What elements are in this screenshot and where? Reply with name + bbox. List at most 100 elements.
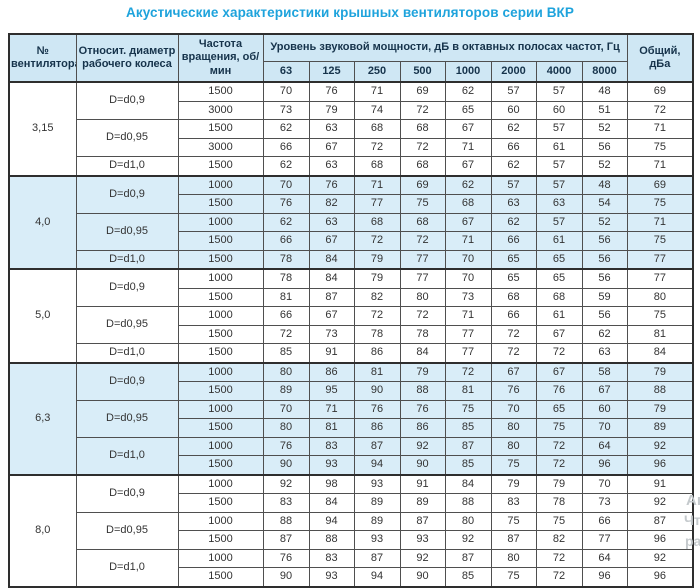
total-dba-cell: 75 xyxy=(626,137,694,157)
level-cell-63hz: 78 xyxy=(262,249,310,270)
level-cell-8000hz: 62 xyxy=(581,324,628,344)
table-row: D=d1,0 1000 76 83 87 92 87 80 72 64 92 xyxy=(9,548,694,587)
level-cell-63hz: 78 xyxy=(262,268,310,289)
level-cell-63hz: 76 xyxy=(262,194,310,214)
level-cell-125hz: 84 xyxy=(308,493,355,513)
level-cell-4000hz: 60 xyxy=(535,100,583,120)
level-cell-250hz: 77 xyxy=(353,194,401,214)
level-cell-8000hz: 66 xyxy=(581,511,628,531)
level-cell-2000hz: 75 xyxy=(490,511,537,531)
diameter-cell: D=d0,9 xyxy=(75,174,179,214)
total-dba-cell: 71 xyxy=(626,156,694,176)
table-header: № вентилятора Относит. диаметр рабочего … xyxy=(8,33,694,83)
level-cell-2000hz: 66 xyxy=(490,137,537,157)
total-dba-cell: 96 xyxy=(626,530,694,550)
level-cell-500hz: 79 xyxy=(399,361,446,382)
total-dba-cell: 79 xyxy=(626,399,694,419)
level-cell-4000hz: 68 xyxy=(535,287,583,307)
level-cell-4000hz: 72 xyxy=(535,343,583,363)
level-cell-1000hz: 70 xyxy=(444,268,492,289)
rpm-cell: 1500 xyxy=(177,343,264,363)
level-cell-500hz: 88 xyxy=(399,381,446,401)
level-cell-125hz: 84 xyxy=(308,249,355,270)
diameter-cell: D=d0,95 xyxy=(75,212,179,251)
level-cell-500hz: 76 xyxy=(399,399,446,419)
fan-number-cell: 4,0 xyxy=(8,174,77,270)
table-row: 1500 87 88 93 93 92 87 82 77 96 xyxy=(9,530,694,550)
table-row: 1500 89 95 90 88 81 76 76 67 88 xyxy=(9,381,694,401)
level-cell-63hz: 72 xyxy=(262,324,310,344)
level-cell-125hz: 67 xyxy=(308,306,355,326)
level-cell-8000hz: 56 xyxy=(581,231,628,251)
level-cell-63hz: 76 xyxy=(262,436,310,456)
level-cell-63hz: 62 xyxy=(262,212,310,232)
header-freq-63: 63 xyxy=(262,61,310,83)
total-dba-cell: 92 xyxy=(626,493,694,513)
level-cell-63hz: 89 xyxy=(262,381,310,401)
table-row: 8,0 D=d0,9 1000 92 98 93 91 84 79 79 70 91 xyxy=(8,473,694,587)
rpm-cell: 1500 xyxy=(177,381,264,401)
level-cell-125hz: 83 xyxy=(308,436,355,456)
level-cell-500hz: 87 xyxy=(399,511,446,531)
level-cell-500hz: 69 xyxy=(399,81,446,102)
level-cell-63hz: 90 xyxy=(262,567,310,587)
header-freq-4000: 4000 xyxy=(535,61,583,83)
level-cell-1000hz: 72 xyxy=(444,361,492,382)
level-cell-250hz: 86 xyxy=(353,343,401,363)
level-cell-63hz: 83 xyxy=(262,493,310,513)
level-cell-4000hz: 61 xyxy=(535,306,583,326)
acoustic-table-body: 3,15 D=d0,9 1500 70 76 71 69 62 57 57 48 69 3000 73 79… xyxy=(8,81,694,587)
level-cell-125hz: 63 xyxy=(308,156,355,176)
level-cell-4000hz: 72 xyxy=(535,567,583,587)
level-cell-63hz: 90 xyxy=(262,455,310,475)
rpm-cell: 1000 xyxy=(177,212,264,232)
table-row: 3000 73 79 74 72 65 60 60 51 72 xyxy=(9,100,694,120)
level-cell-250hz: 76 xyxy=(353,399,401,419)
total-dba-cell: 77 xyxy=(626,249,694,270)
total-dba-cell: 88 xyxy=(626,381,694,401)
level-cell-250hz: 71 xyxy=(353,81,401,102)
level-cell-8000hz: 70 xyxy=(581,418,628,438)
level-cell-8000hz: 48 xyxy=(581,81,628,102)
table-row: D=d1,0 1500 85 91 86 84 77 72 72 63 84 xyxy=(9,343,694,363)
fan-number-cell: 8,0 xyxy=(8,473,77,587)
rpm-cell: 1000 xyxy=(177,473,264,494)
rpm-cell: 1000 xyxy=(177,399,264,419)
diameter-cell: D=d0,9 xyxy=(75,473,179,513)
total-dba-cell: 96 xyxy=(626,455,694,475)
page-title: Акустические характеристики крышных вент… xyxy=(125,5,574,20)
total-dba-cell: 69 xyxy=(626,174,694,195)
level-cell-63hz: 66 xyxy=(262,306,310,326)
level-cell-500hz: 69 xyxy=(399,174,446,195)
rpm-cell: 1000 xyxy=(177,306,264,326)
header-freq-250: 250 xyxy=(353,61,401,83)
level-cell-500hz: 92 xyxy=(399,548,446,568)
level-cell-125hz: 82 xyxy=(308,194,355,214)
level-cell-250hz: 86 xyxy=(353,418,401,438)
header-fan-no: № вентилятора xyxy=(8,33,77,83)
rpm-cell: 3000 xyxy=(177,100,264,120)
level-cell-63hz: 62 xyxy=(262,156,310,176)
level-cell-63hz: 62 xyxy=(262,119,310,139)
level-cell-63hz: 76 xyxy=(262,548,310,568)
level-cell-125hz: 73 xyxy=(308,324,355,344)
diameter-cell: D=d0,9 xyxy=(75,268,179,307)
level-cell-2000hz: 63 xyxy=(490,194,537,214)
level-cell-4000hz: 82 xyxy=(535,530,583,550)
header-row-frequencies: 63 125 250 500 1000 2000 4000 8000 xyxy=(9,61,693,83)
table-row: 1500 90 93 94 90 85 75 72 96 96 xyxy=(9,455,694,475)
diameter-cell: D=d0,9 xyxy=(75,81,179,120)
level-cell-250hz: 74 xyxy=(353,100,401,120)
level-cell-250hz: 93 xyxy=(353,530,401,550)
total-dba-cell: 79 xyxy=(626,361,694,382)
diameter-cell: D=d0,9 xyxy=(75,361,179,401)
level-cell-250hz: 89 xyxy=(353,511,401,531)
rpm-cell: 1500 xyxy=(177,324,264,344)
level-cell-2000hz: 79 xyxy=(490,473,537,494)
total-dba-cell: 92 xyxy=(626,548,694,568)
level-cell-250hz: 72 xyxy=(353,306,401,326)
level-cell-63hz: 70 xyxy=(262,81,310,102)
diameter-cell: D=d1,0 xyxy=(75,343,179,363)
total-dba-cell: 91 xyxy=(626,473,694,494)
level-cell-4000hz: 61 xyxy=(535,137,583,157)
